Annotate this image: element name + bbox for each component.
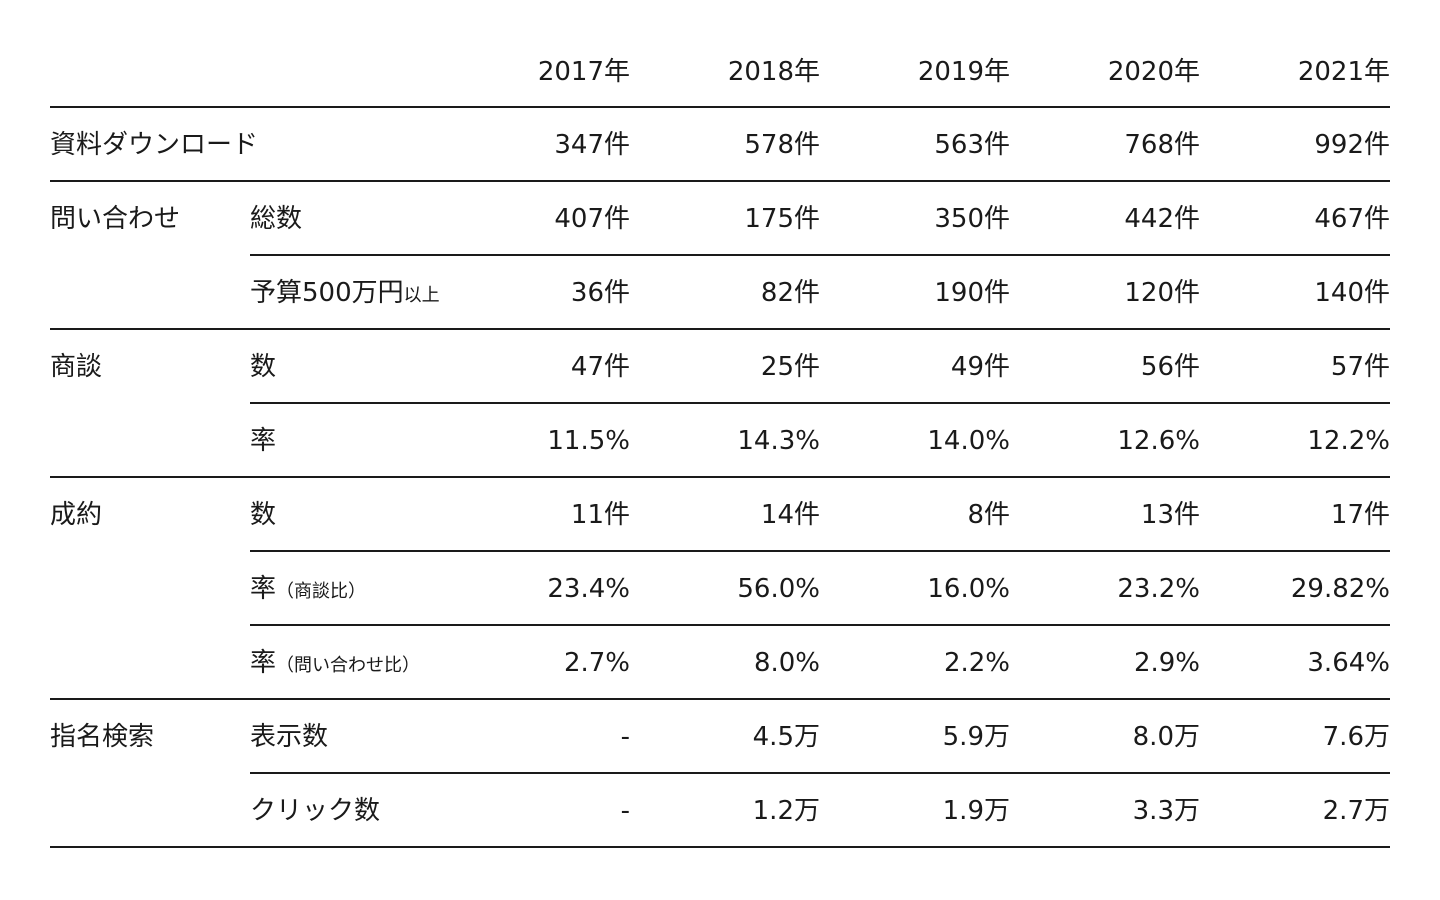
- table-cell: 36件: [570, 278, 630, 308]
- table-cell: 23.2%: [1117, 574, 1200, 604]
- table-cell: 56件: [1140, 352, 1200, 382]
- table-cell: 175件: [744, 204, 820, 234]
- divider: [50, 328, 1390, 330]
- year-header-2021: 2021年: [1297, 57, 1390, 87]
- table-row: クリック数 - 1.2万 1.9万 3.3万 2.7万: [50, 774, 1390, 848]
- table-cell: 23.4%: [547, 574, 630, 604]
- table-cell: 120件: [1124, 278, 1200, 308]
- table-cell: 578件: [744, 130, 820, 160]
- year-header-2020: 2020年: [1107, 57, 1200, 87]
- divider: [50, 180, 1390, 182]
- row-subcategory: クリック数: [250, 796, 381, 826]
- row-subcategory: 表示数: [250, 722, 329, 752]
- table-cell: 14.3%: [737, 426, 820, 456]
- table-cell: 8件: [967, 500, 1010, 530]
- row-category: 問い合わせ: [50, 204, 181, 234]
- year-header-2017: 2017年: [537, 57, 630, 87]
- table-cell: 140件: [1314, 278, 1390, 308]
- table-cell: 57件: [1330, 352, 1390, 382]
- divider: [250, 254, 1390, 256]
- row-category: 成約: [50, 500, 103, 530]
- table-cell: 17件: [1330, 500, 1390, 530]
- table-cell: 5.9万: [942, 722, 1010, 752]
- table-cell: 11件: [570, 500, 630, 530]
- row-subcategory: 数: [250, 500, 277, 530]
- divider: [50, 106, 1390, 108]
- table-cell: 56.0%: [737, 574, 820, 604]
- table-cell: 1.9万: [942, 796, 1010, 826]
- table-cell: 4.5万: [752, 722, 820, 752]
- subcategory-note: （問い合わせ比）: [276, 655, 421, 676]
- table-cell: 7.6万: [1322, 722, 1390, 752]
- row-subcategory: 率（問い合わせ比）: [250, 626, 420, 700]
- subcategory-note: 以上: [403, 285, 440, 306]
- table-cell: 25件: [760, 352, 820, 382]
- table-cell: -: [620, 722, 630, 752]
- table-row: 指名検索 表示数 - 4.5万 5.9万 8.0万 7.6万: [50, 700, 1390, 774]
- row-category: 指名検索: [50, 722, 155, 752]
- divider: [50, 476, 1390, 478]
- table-row: 率 11.5% 14.3% 14.0% 12.6% 12.2%: [50, 404, 1390, 478]
- table-cell: 2.2%: [943, 648, 1010, 678]
- table-cell: 3.3万: [1132, 796, 1200, 826]
- table-row: 成約 数 11件 14件 8件 13件 17件: [50, 478, 1390, 552]
- table-cell: 407件: [554, 204, 630, 234]
- table-row: 予算500万円以上 36件 82件 190件 120件 140件: [50, 256, 1390, 330]
- table-row: 商談 数 47件 25件 49件 56件 57件: [50, 330, 1390, 404]
- data-table: 2017年 2018年 2019年 2020年 2021年 資料ダウンロード 3…: [50, 36, 1390, 848]
- table-row: 率（商談比） 23.4% 56.0% 16.0% 23.2% 29.82%: [50, 552, 1390, 626]
- table-cell: 442件: [1124, 204, 1200, 234]
- table-cell: 49件: [950, 352, 1010, 382]
- table-cell: 2.7万: [1322, 796, 1390, 826]
- row-subcategory: 総数: [250, 204, 303, 234]
- table-cell: 16.0%: [927, 574, 1010, 604]
- row-category: 商談: [50, 352, 103, 382]
- year-header-2018: 2018年: [727, 57, 820, 87]
- table-cell: 563件: [934, 130, 1010, 160]
- table-cell: 12.2%: [1307, 426, 1390, 456]
- divider: [250, 402, 1390, 404]
- subcategory-label: 率: [250, 574, 277, 604]
- divider: [250, 550, 1390, 552]
- row-category: 資料ダウンロード: [50, 130, 259, 160]
- table-cell: 2.7%: [563, 648, 630, 678]
- table-cell: 8.0%: [753, 648, 820, 678]
- table-cell: 3.64%: [1307, 648, 1390, 678]
- table-cell: 14件: [760, 500, 820, 530]
- table-cell: 1.2万: [752, 796, 820, 826]
- divider: [250, 772, 1390, 774]
- table-cell: 350件: [934, 204, 1010, 234]
- table-cell: 47件: [570, 352, 630, 382]
- row-subcategory: 率（商談比）: [250, 552, 366, 626]
- table-row: 資料ダウンロード 347件 578件 563件 768件 992件: [50, 108, 1390, 182]
- year-header-2019: 2019年: [917, 57, 1010, 87]
- row-subcategory: 数: [250, 352, 277, 382]
- table-cell: 14.0%: [927, 426, 1010, 456]
- table-cell: 347件: [554, 130, 630, 160]
- subcategory-label: 予算500万円: [250, 278, 404, 308]
- table-cell: 13件: [1140, 500, 1200, 530]
- row-subcategory: 率: [250, 426, 277, 456]
- table-cell: 8.0万: [1132, 722, 1200, 752]
- subcategory-note: （商談比）: [276, 581, 367, 602]
- table-cell: 768件: [1124, 130, 1200, 160]
- table-cell: -: [620, 796, 630, 826]
- table-row: 問い合わせ 総数 407件 175件 350件 442件 467件: [50, 182, 1390, 256]
- divider: [250, 624, 1390, 626]
- table-cell: 190件: [934, 278, 1010, 308]
- row-subcategory: 予算500万円以上: [250, 256, 440, 330]
- divider: [50, 698, 1390, 700]
- table-cell: 29.82%: [1290, 574, 1390, 604]
- table-cell: 467件: [1314, 204, 1390, 234]
- table-cell: 12.6%: [1117, 426, 1200, 456]
- subcategory-label: 率: [250, 648, 277, 678]
- table-cell: 11.5%: [547, 426, 630, 456]
- table-row: 率（問い合わせ比） 2.7% 8.0% 2.2% 2.9% 3.64%: [50, 626, 1390, 700]
- divider: [50, 846, 1390, 848]
- table-header-row: 2017年 2018年 2019年 2020年 2021年: [50, 36, 1390, 108]
- table-cell: 82件: [760, 278, 820, 308]
- table-cell: 2.9%: [1133, 648, 1200, 678]
- table-cell: 992件: [1314, 130, 1390, 160]
